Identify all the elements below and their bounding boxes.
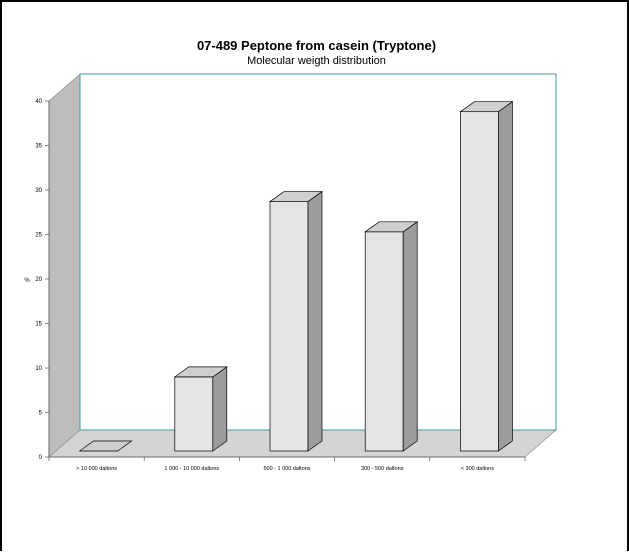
x-tick-label: 300 - 500 daltons (361, 466, 404, 472)
x-tick-label: 1 000 - 10 000 daltons (164, 466, 219, 472)
y-tick-label: 35 (35, 144, 42, 150)
y-tick-label: 10 (35, 366, 42, 372)
left-wall (48, 73, 81, 458)
bar-top (459, 101, 514, 113)
x-axis-ticks: > 10 000 daltons 1 000 - 10 000 daltons 50… (48, 457, 526, 472)
bar-front (460, 111, 499, 452)
bar (268, 190, 324, 452)
bar-side (402, 221, 418, 452)
y-tick-label: 5 (39, 411, 43, 417)
bar-side (212, 366, 228, 452)
y-tick-label: 40 (35, 99, 42, 105)
bar-front (364, 231, 404, 452)
bar-side (498, 100, 513, 452)
bar (364, 221, 419, 452)
chart-title: 07-489 Peptone from casein (Tryptone) (196, 38, 437, 53)
chart-subtitle: Molecular weigth distribution (247, 55, 386, 67)
bar-front (269, 201, 309, 452)
y-axis-label: % (24, 278, 30, 284)
bars-group (78, 100, 514, 452)
bar (78, 440, 133, 452)
y-tick-label: 25 (35, 233, 42, 239)
x-tick-label: < 300 daltons (461, 466, 494, 472)
y-tick-label: 0 (39, 455, 43, 461)
bar-front (174, 376, 214, 452)
bar-top (78, 440, 133, 452)
x-tick-label: > 10 000 daltons (76, 466, 117, 472)
y-tick-label: 15 (35, 322, 42, 328)
y-tick-label: 20 (35, 277, 42, 283)
y-axis-ticks: 0 5 10 15 20 25 30 35 40 (35, 99, 49, 461)
bar (459, 100, 514, 452)
bar-top (173, 366, 228, 378)
x-tick-label: 500 - 1 000 daltons (263, 466, 310, 472)
bar (173, 366, 228, 452)
y-tick-label: 30 (35, 188, 42, 194)
bar-top (268, 191, 324, 202)
bar-top (364, 221, 419, 233)
bar-side (307, 190, 323, 452)
